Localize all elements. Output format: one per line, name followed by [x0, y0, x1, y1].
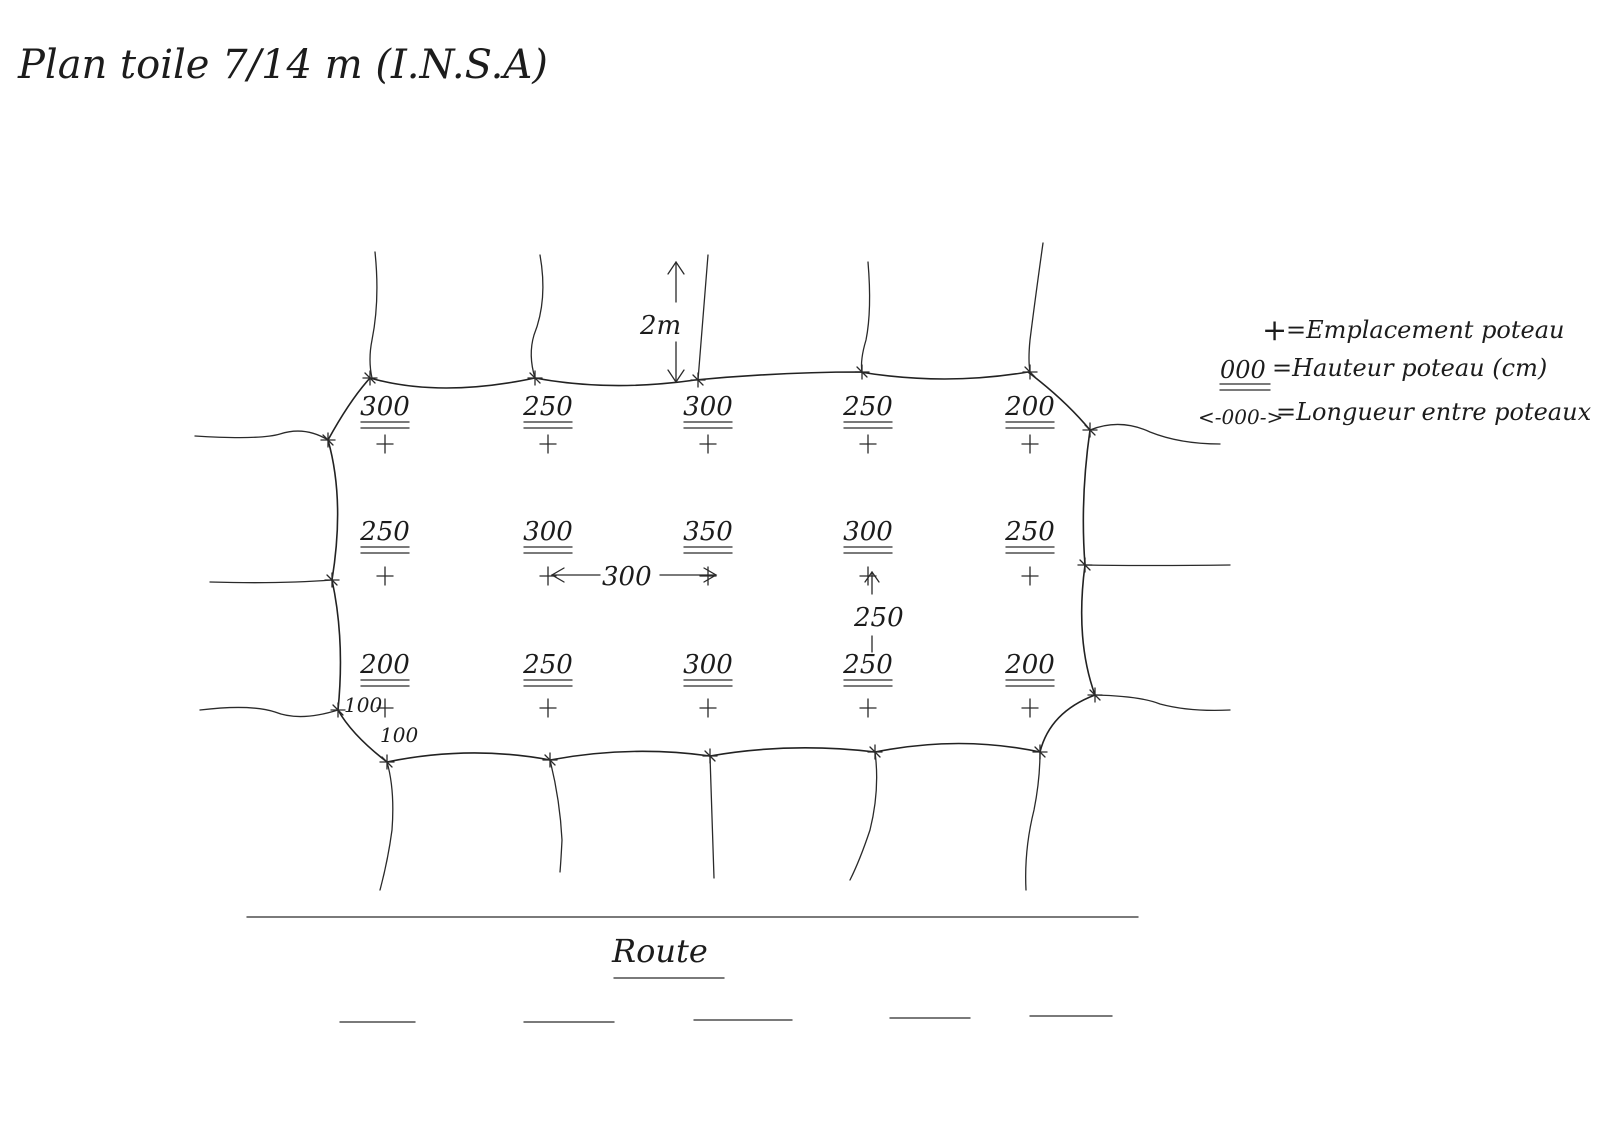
- post-cross: [699, 434, 717, 454]
- post-height-label: 200: [1004, 392, 1055, 422]
- post-height-label: 250: [842, 650, 893, 680]
- post-marker-middle-1: 250: [359, 517, 410, 586]
- post-height-label: 250: [1004, 517, 1055, 547]
- post-height-label: 250: [522, 392, 573, 422]
- post-height-label: 300: [683, 392, 733, 422]
- post-cross: [539, 698, 557, 718]
- post-cross: [376, 566, 394, 586]
- post-cross: [859, 434, 877, 454]
- guy-ropes-bottom: [379, 751, 1041, 891]
- guy-ropes-top: [369, 242, 1044, 381]
- post-height-label: 300: [843, 517, 893, 547]
- guy-length-dimension: 2m: [639, 260, 685, 384]
- post-markers: 300 250 300 250 200 250 300 350 300 250 200 250 300 2…: [359, 392, 1055, 718]
- perimeter-post-13: [542, 752, 558, 768]
- legend-post-symbol: +: [1262, 313, 1287, 348]
- vertical-spacing-dimension: 250: [853, 570, 904, 653]
- perimeter-post-3: [690, 372, 706, 388]
- road-label: Route: [611, 932, 708, 970]
- post-cross: [1021, 698, 1039, 718]
- perimeter-post-15: [867, 744, 883, 760]
- post-height-label: 200: [1004, 650, 1055, 680]
- post-height-label: 350: [683, 517, 733, 547]
- perimeter-post-14: [702, 748, 718, 764]
- spacing-vertical-label: 250: [853, 603, 904, 633]
- guy-length-label: 2m: [639, 311, 681, 341]
- post-marker-middle-5: 250: [1004, 517, 1055, 586]
- tent-outline: [327, 371, 1096, 763]
- legend-height-text: =Hauteur poteau (cm): [1272, 354, 1547, 382]
- post-height-label: 300: [523, 517, 573, 547]
- post-marker-top-1: 300: [360, 392, 410, 454]
- post-marker-top-4: 250: [842, 392, 893, 454]
- perimeter-posts: [320, 364, 1103, 770]
- post-height-label: 250: [522, 650, 573, 680]
- legend-height-symbol: 000: [1220, 356, 1266, 384]
- legend-length-text: =Longueur entre poteaux: [1276, 398, 1592, 426]
- post-cross: [376, 434, 394, 454]
- perimeter-post-11: [1087, 687, 1103, 703]
- perimeter-post-9: [1082, 422, 1098, 438]
- perimeter-post-7: [324, 572, 340, 588]
- perimeter-post-8: [330, 702, 346, 718]
- corner-offsets: 100 100: [344, 693, 418, 747]
- legend-post-text: =Emplacement poteau: [1286, 316, 1565, 344]
- perimeter-post-5: [1022, 364, 1038, 380]
- perimeter-post-10: [1077, 557, 1093, 573]
- post-marker-top-5: 200: [1004, 392, 1055, 454]
- post-marker-top-2: 250: [522, 392, 573, 454]
- post-height-label: 200: [359, 650, 410, 680]
- post-marker-bottom-5: 200: [1004, 650, 1055, 718]
- post-height-label: 250: [359, 517, 410, 547]
- perimeter-post-1: [362, 370, 378, 386]
- perimeter-post-4: [854, 364, 870, 380]
- post-cross: [859, 698, 877, 718]
- post-marker-bottom-4: 250: [842, 650, 893, 718]
- post-marker-middle-4: 300: [843, 517, 893, 586]
- post-cross: [1021, 434, 1039, 454]
- post-marker-middle-2: 300: [523, 517, 573, 586]
- legend: + =Emplacement poteau 000 =Hauteur potea…: [1198, 313, 1592, 429]
- post-cross: [859, 566, 877, 586]
- post-cross: [376, 698, 394, 718]
- perimeter-post-16: [1032, 744, 1048, 760]
- road: Route: [246, 916, 1139, 1023]
- post-cross: [699, 698, 717, 718]
- post-marker-top-3: 300: [683, 392, 733, 454]
- post-cross: [539, 434, 557, 454]
- post-marker-bottom-3: 300: [683, 650, 733, 718]
- post-marker-bottom-2: 250: [522, 650, 573, 718]
- post-height-label: 300: [683, 650, 733, 680]
- post-marker-bottom-1: 200: [359, 650, 410, 718]
- road-center-dashes: [339, 1015, 1113, 1023]
- post-height-label: 300: [360, 392, 410, 422]
- spacing-horizontal-label: 300: [602, 562, 652, 592]
- guy-ropes-sides: [194, 423, 1231, 718]
- perimeter-post-12: [379, 754, 395, 770]
- perimeter-post-2: [527, 370, 543, 386]
- corner-offset-bottom-label: 100: [380, 723, 418, 747]
- horizontal-spacing-dimension: 300: [550, 562, 718, 592]
- corner-offset-left-label: 100: [344, 693, 382, 717]
- legend-length-symbol: <-000->: [1198, 405, 1283, 429]
- post-cross: [1021, 566, 1039, 586]
- perimeter-post-6: [320, 432, 336, 448]
- post-height-label: 250: [842, 392, 893, 422]
- plan-title: Plan toile 7/14 m (I.N.S.A): [17, 42, 548, 88]
- post-marker-middle-3: 350: [683, 517, 733, 586]
